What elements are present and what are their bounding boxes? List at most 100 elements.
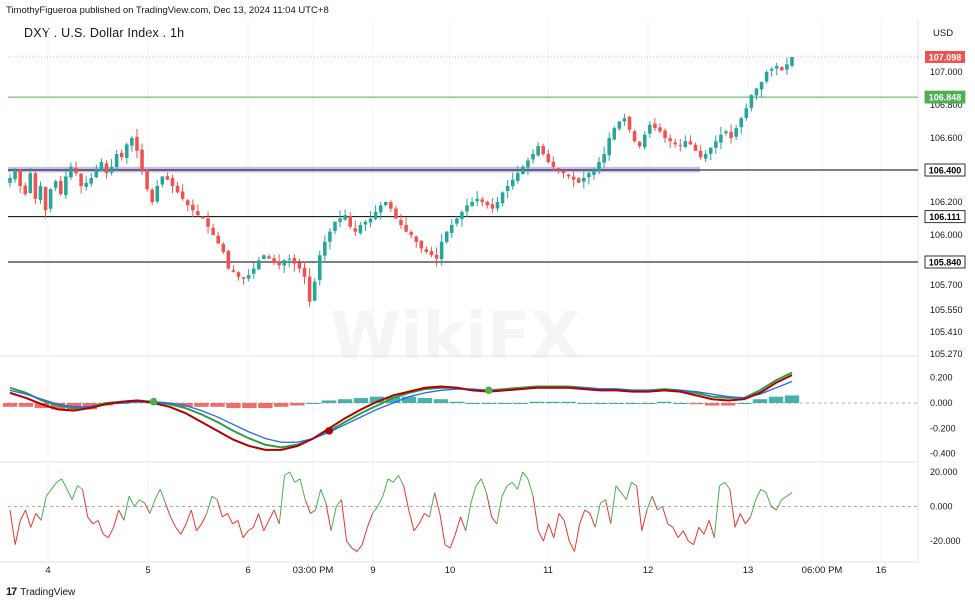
osc-segment <box>356 544 363 552</box>
osc-segment <box>139 499 145 504</box>
candle-body <box>272 258 276 262</box>
candle-body <box>74 167 78 174</box>
x-tick-label: 9 <box>370 565 375 576</box>
macd-histogram-bar <box>337 399 353 403</box>
price-axis-label: 105.270 <box>930 349 963 359</box>
macd-panel <box>2 371 918 451</box>
candle-body <box>632 131 637 142</box>
candle-body <box>673 142 677 145</box>
osc-segment <box>258 513 265 531</box>
candle-body <box>683 141 688 147</box>
candle-body <box>505 186 510 192</box>
macd-histogram-bar <box>433 399 449 403</box>
macd-histogram-bar <box>513 403 528 404</box>
osc-segment <box>553 513 560 538</box>
osc-segment <box>771 506 777 511</box>
osc-segment <box>289 471 296 483</box>
macd-line-signal <box>9 374 793 451</box>
candle-body <box>363 221 368 225</box>
candle-body <box>33 173 38 199</box>
candle-body <box>749 95 754 108</box>
osc-segment <box>361 527 368 545</box>
osc-segment <box>107 527 115 538</box>
osc-segment <box>615 485 622 493</box>
osc-segment <box>211 495 218 501</box>
candle-body <box>135 136 139 151</box>
macd-histogram-bar <box>657 401 672 403</box>
osc-segment <box>102 533 109 539</box>
currency-label: USD <box>933 28 953 39</box>
candle-body <box>64 176 68 196</box>
osc-segment <box>496 496 503 524</box>
osc-segment <box>180 523 187 535</box>
osc-segment <box>128 495 135 507</box>
macd-histogram-bar <box>689 403 704 405</box>
candle-body <box>59 181 63 194</box>
osc-segment <box>662 506 669 524</box>
tradingview-logo-icon: 17 <box>6 586 17 598</box>
osc-segment <box>366 513 373 528</box>
candle-body <box>353 228 358 232</box>
macd-histogram-bar <box>577 403 592 404</box>
candle-body <box>480 199 485 202</box>
candle-body <box>277 261 281 266</box>
macd-histogram-bar <box>385 396 401 403</box>
macd-cross-dot <box>149 397 158 406</box>
candle-body <box>297 262 302 269</box>
osc-segment <box>232 519 239 525</box>
candle-body <box>119 152 124 158</box>
level-tag-label: 106.848 <box>929 93 962 103</box>
osc-segment <box>382 478 389 497</box>
candle-body <box>84 182 88 187</box>
candle-body <box>236 272 241 277</box>
candle-body <box>429 251 434 256</box>
last-price-tag <box>925 51 965 63</box>
osc-segment <box>268 509 275 521</box>
candle-body <box>566 174 571 177</box>
candle-body <box>414 236 419 242</box>
osc-segment <box>786 492 793 497</box>
candle-body <box>780 67 784 71</box>
osc-segment <box>278 475 285 524</box>
osc-segment <box>294 478 301 483</box>
candle-body <box>150 189 154 202</box>
attribution-text: TimothyFigueroa published on TradingView… <box>6 5 329 16</box>
candle-body <box>383 202 388 206</box>
candle-body <box>196 211 200 216</box>
candle-body <box>739 118 743 128</box>
osc-segment <box>19 509 26 521</box>
macd-histogram-bar <box>353 397 369 403</box>
macd-histogram-bar <box>784 395 800 403</box>
osc-segment <box>491 516 498 525</box>
candle-body <box>759 81 764 90</box>
candle-body <box>221 243 226 252</box>
osc-segment <box>542 523 550 542</box>
candle-body <box>170 178 175 186</box>
candle-body <box>617 121 622 129</box>
x-tick-label: 11 <box>543 565 553 576</box>
osc-segment <box>641 509 648 531</box>
osc-segment <box>755 489 762 500</box>
osc-segment <box>444 544 451 549</box>
macd-histogram-bar <box>705 403 720 406</box>
candle-body <box>785 64 789 70</box>
candle-body <box>790 57 794 66</box>
osc-segment <box>340 499 348 542</box>
osc-segment <box>113 509 120 528</box>
x-tick-label: 13 <box>743 565 754 576</box>
osc-segment <box>133 499 140 507</box>
candle-body <box>48 189 53 209</box>
candle-body <box>536 146 540 156</box>
osc-segment <box>631 481 637 487</box>
osc-segment <box>449 534 456 549</box>
candle-body <box>546 153 551 162</box>
osc-segment <box>506 481 513 487</box>
level-tag-label: 106.400 <box>929 166 962 176</box>
level-tag <box>924 210 966 224</box>
candle-body <box>211 227 215 235</box>
candle-body <box>754 88 759 96</box>
osc-segment <box>428 492 436 518</box>
osc-segment <box>216 499 223 518</box>
osc-segment <box>403 485 410 511</box>
